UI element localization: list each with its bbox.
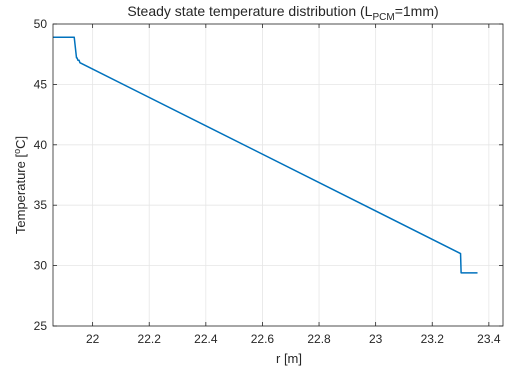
x-tick-label: 23.2 — [421, 332, 445, 346]
y-tick-label: 25 — [34, 319, 48, 333]
x-tick-label: 23 — [369, 332, 383, 346]
x-tick-label: 22.4 — [194, 332, 218, 346]
plot-frame — [52, 23, 504, 327]
x-tick-label: 22 — [86, 332, 100, 346]
x-tick-label: 22.8 — [307, 332, 331, 346]
x-axis-label: r [m] — [276, 351, 302, 366]
x-tick-label: 23.4 — [477, 332, 501, 346]
temperature-series-line — [53, 36, 478, 274]
y-tick-label: 40 — [34, 138, 48, 152]
y-tick-label: 30 — [34, 259, 48, 273]
x-tick-label: 22.6 — [251, 332, 275, 346]
x-axis-ticks: 22 22.2 22.4 22.6 22.8 23 23.2 23.4 — [86, 24, 501, 346]
chart-title: Steady state temperature distribution (L… — [127, 3, 438, 23]
y-tick-label: 45 — [34, 77, 48, 91]
series-layer — [53, 36, 478, 274]
y-axis-label: Temperature [oC] — [12, 136, 28, 234]
y-axis-ticks: 25 30 35 40 45 50 — [34, 17, 503, 333]
grid — [53, 23, 503, 327]
y-tick-label: 50 — [34, 17, 48, 31]
y-tick-label: 35 — [34, 198, 48, 212]
x-tick-label: 22.2 — [138, 332, 162, 346]
